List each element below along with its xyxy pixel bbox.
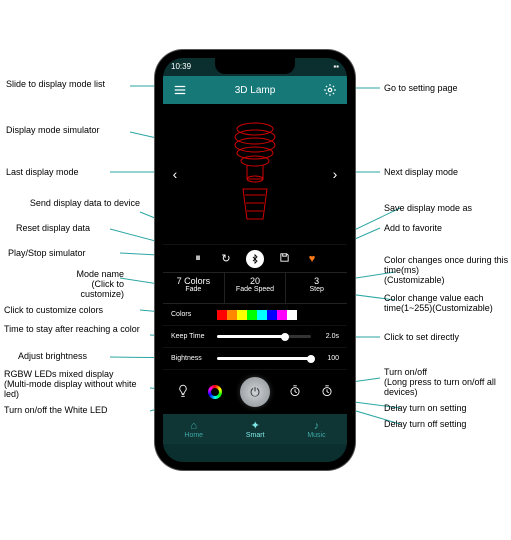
keep-time-label: Keep Time xyxy=(171,333,211,340)
callout-modename-text: Mode name xyxy=(76,269,124,279)
callout-playstop: Play/Stop simulator xyxy=(8,249,86,259)
save-as-button[interactable] xyxy=(276,252,292,266)
step-val: 3 xyxy=(286,276,347,286)
rgbw-mix-button[interactable] xyxy=(208,385,222,399)
status-icons: ▪▪ xyxy=(333,62,339,76)
callout-next-mode: Next display mode xyxy=(384,168,458,178)
callout-brightness: Adjust brightness xyxy=(18,352,87,362)
control-row: ⏸ ↻ ♥ xyxy=(163,244,347,272)
brightness-row[interactable]: Bightness 100 xyxy=(163,348,347,370)
delay-on-button[interactable] xyxy=(288,384,302,401)
music-icon: ♪ xyxy=(307,420,325,432)
reset-button[interactable]: ↻ xyxy=(218,252,234,265)
color-swatch[interactable] xyxy=(227,310,237,320)
color-swatch[interactable] xyxy=(237,310,247,320)
send-bt-button[interactable] xyxy=(246,250,264,268)
brightness-value: 100 xyxy=(317,355,339,362)
brightness-slider[interactable] xyxy=(217,357,311,360)
callout-send-data: Send display data to device xyxy=(20,199,140,209)
tab-music-label: Music xyxy=(307,432,325,439)
power-row: ⏻ xyxy=(163,370,347,414)
callout-customize-colors: Click to customize colors xyxy=(4,306,103,316)
callout-keep-time: Time to stay after reaching a color xyxy=(4,325,140,335)
callout-simulator: Display mode simulator xyxy=(6,126,100,136)
callout-fade-speed-sub: (Customizable) xyxy=(384,275,445,285)
power-button[interactable]: ⏻ xyxy=(240,377,270,407)
mode-colors-count: 7 Colors xyxy=(163,276,224,286)
fade-speed-sub: Fade Speed xyxy=(236,286,274,293)
callout-rgbw-text: RGBW LEDs mixed display xyxy=(4,369,114,379)
tab-music[interactable]: ♪ Music xyxy=(307,420,325,439)
menu-icon[interactable] xyxy=(173,83,187,97)
callout-reset: Reset display data xyxy=(16,224,90,234)
color-swatch[interactable] xyxy=(247,310,257,320)
callout-settings: Go to setting page xyxy=(384,84,458,94)
callout-power-text: Turn on/off xyxy=(384,367,427,377)
notch xyxy=(215,58,295,74)
color-swatch[interactable] xyxy=(277,310,287,320)
delay-off-button[interactable] xyxy=(320,384,334,401)
mode-name-cell[interactable]: 7 Colors Fade xyxy=(163,273,225,303)
play-pause-button[interactable]: ⏸ xyxy=(190,252,206,265)
white-led-button[interactable] xyxy=(176,384,190,401)
step-sub: Step xyxy=(309,286,323,293)
prev-mode-button[interactable]: ‹ xyxy=(167,166,183,182)
color-swatch[interactable] xyxy=(217,310,227,320)
callout-delay-off: Delay turn off setting xyxy=(384,420,466,430)
callout-favorite: Add to favorite xyxy=(384,224,442,234)
callout-white-led: Turn on/off the White LED xyxy=(4,406,108,416)
smart-icon: ✦ xyxy=(246,419,265,432)
callout-modename: Mode name (Click to customize) xyxy=(54,270,124,300)
favorite-button[interactable]: ♥ xyxy=(304,253,320,265)
callout-set-directly: Click to set directly xyxy=(384,333,459,343)
callout-rgbw: RGBW LEDs mixed display (Multi-mode disp… xyxy=(4,370,149,400)
app-bar: 3D Lamp xyxy=(163,76,347,104)
tab-bar: ⌂ Home ✦ Smart ♪ Music xyxy=(163,414,347,444)
colors-label: Colors xyxy=(171,311,211,318)
app-title: 3D Lamp xyxy=(235,85,276,96)
callout-fade-speed: Color changes once during this time(ms) … xyxy=(384,256,511,286)
app-screen: 10:39 ▪▪ 3D Lamp ‹ xyxy=(163,58,347,462)
keep-time-row[interactable]: Keep Time 2.0s xyxy=(163,326,347,348)
tab-smart[interactable]: ✦ Smart xyxy=(246,419,265,439)
color-swatch[interactable] xyxy=(287,310,297,320)
home-icon: ⌂ xyxy=(184,420,203,432)
status-time: 10:39 xyxy=(171,62,191,76)
keep-time-value[interactable]: 2.0s xyxy=(317,333,339,340)
preview-area: ‹ › xyxy=(163,104,347,244)
mode-row: 7 Colors Fade 20 Fade Speed 3 Step xyxy=(163,272,347,304)
callout-fade-speed-text: Color changes once during this time(ms) xyxy=(384,255,508,275)
keep-time-slider[interactable] xyxy=(217,335,311,338)
brightness-label: Bightness xyxy=(171,355,211,362)
fade-speed-val: 20 xyxy=(225,276,286,286)
color-swatch[interactable] xyxy=(257,310,267,320)
callout-save-as: Save display mode as xyxy=(384,204,472,214)
callout-modename-sub: (Click to customize) xyxy=(80,279,124,299)
color-swatch[interactable] xyxy=(267,310,277,320)
color-swatches[interactable] xyxy=(217,310,297,320)
colors-row[interactable]: Colors xyxy=(163,304,347,326)
callout-last-mode: Last display mode xyxy=(6,168,79,178)
callout-power-sub: (Long press to turn on/off all devices) xyxy=(384,377,496,397)
tab-home-label: Home xyxy=(184,432,203,439)
phone-frame: 10:39 ▪▪ 3D Lamp ‹ xyxy=(155,50,355,470)
next-mode-button[interactable]: › xyxy=(327,166,343,182)
callout-mode-list: Slide to display mode list xyxy=(6,80,105,90)
tab-smart-label: Smart xyxy=(246,432,265,439)
lamp-artwork xyxy=(225,119,285,229)
fade-speed-cell[interactable]: 20 Fade Speed xyxy=(225,273,287,303)
gear-icon[interactable] xyxy=(323,83,337,97)
callout-rgbw-sub: (Multi-mode display without white led) xyxy=(4,379,137,399)
tab-home[interactable]: ⌂ Home xyxy=(184,420,203,439)
callout-power: Turn on/off (Long press to turn on/off a… xyxy=(384,368,511,398)
callout-step: Color change value each time(1~255)(Cust… xyxy=(384,294,511,314)
mode-colors-sub: Fade xyxy=(185,286,201,293)
callout-delay-on: Delay turn on setting xyxy=(384,404,467,414)
step-cell[interactable]: 3 Step xyxy=(286,273,347,303)
